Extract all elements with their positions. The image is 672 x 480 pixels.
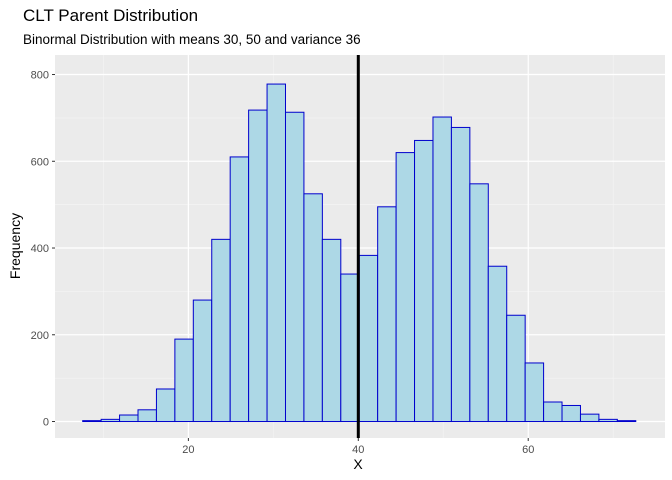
histogram-bar [321,238,342,423]
histogram-bar [561,404,581,423]
histogram-bar [432,116,452,423]
histogram-bar [524,362,545,423]
histogram-bar [414,139,434,423]
histogram-bar [469,183,489,423]
x-tick-label: 60 [522,444,534,456]
y-tick-label: 200 [31,330,49,342]
chart-subtitle: Binormal Distribution with means 30, 50 … [23,32,361,47]
x-axis-label: X [353,456,363,472]
histogram-bar [192,299,213,423]
histogram-bar [211,238,231,423]
histogram-bar [450,126,471,423]
histogram-bar [248,109,268,423]
histogram-bar [266,83,286,423]
histogram-bar [506,314,526,423]
x-tick-label: 20 [182,444,194,456]
y-tick-label: 600 [31,156,49,168]
histogram-bar [229,156,250,423]
x-tick-label: 40 [352,444,364,456]
histogram-bar [358,254,379,423]
histogram-bar [598,418,618,423]
histogram-bar [395,152,416,423]
histogram-bar [543,401,563,423]
histogram-bar [155,388,176,423]
histogram-bar [487,265,508,423]
histogram-bar [303,193,323,423]
y-axis-label: Frequency [7,213,23,279]
histogram-bar [616,420,637,423]
y-tick-label: 800 [31,70,49,82]
histogram-bar [119,414,139,423]
y-tick-label: 0 [43,417,49,429]
histogram-bar [82,420,102,423]
histogram-bar [340,273,360,423]
histogram-bar [579,413,600,423]
y-axis: 0 200 400 600 800 [31,70,55,429]
x-axis: 20 40 60 [182,438,534,456]
histogram-bars [82,83,637,423]
histogram-bar [174,338,194,423]
y-tick-label: 400 [31,243,49,255]
chart-title: CLT Parent Distribution [23,6,199,25]
histogram-bar [137,409,157,423]
histogram-bar [100,418,121,423]
histogram-bar [284,111,305,423]
histogram-bar [377,206,397,423]
